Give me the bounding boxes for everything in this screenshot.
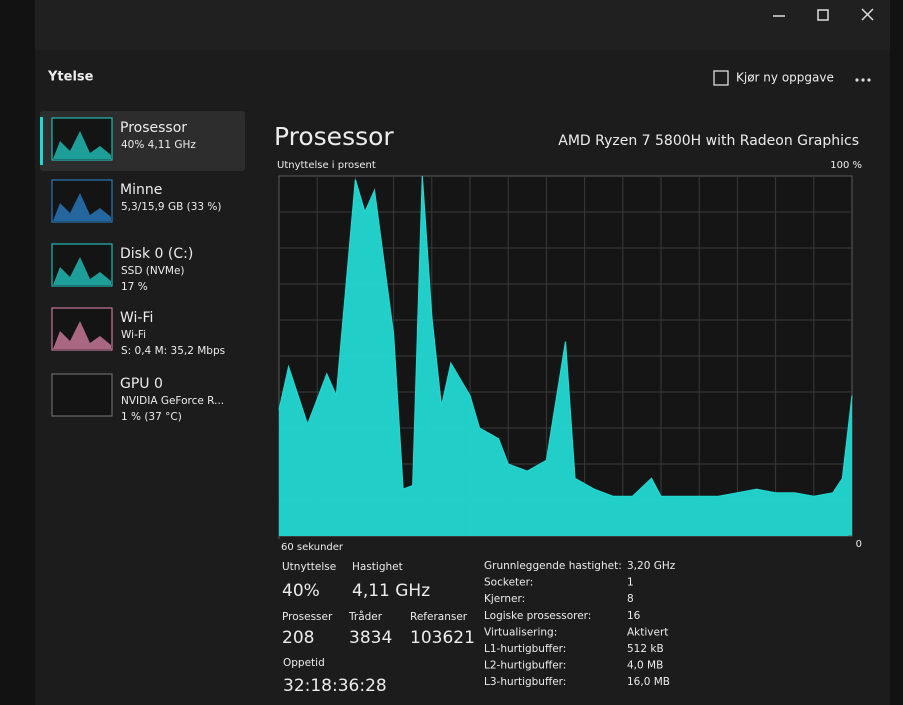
sidebar-detail: 17 %	[121, 281, 148, 293]
titlebar	[35, 0, 890, 50]
stat-label: Oppetid	[283, 657, 325, 669]
sidebar-name: Prosessor	[120, 120, 187, 136]
window-controls	[773, 8, 874, 21]
sidebar-name: Disk 0 (C:)	[120, 246, 193, 262]
area-fill	[279, 176, 852, 536]
stat-value: 103621	[410, 628, 475, 648]
sidebar-detail: 1 % (37 °C)	[121, 411, 182, 423]
sidebar-name: Wi-Fi	[120, 310, 153, 326]
spec-value: 3,20 GHz	[627, 560, 676, 572]
more-button[interactable]	[855, 78, 871, 82]
sidebar-detail: S: 0,4 M: 35,2 Mbps	[121, 345, 225, 357]
sidebar-detail: Wi-Fi	[121, 329, 146, 341]
spec-value: 1	[627, 577, 634, 589]
close[interactable]	[861, 8, 874, 21]
sidebar-detail: NVIDIA GeForce R...	[121, 395, 224, 407]
stat-label: Referanser	[410, 611, 468, 623]
sidebar-detail: 40% 4,11 GHz	[121, 139, 196, 151]
spec-label: Kjerner:	[484, 593, 525, 605]
spec-value: Aktivert	[627, 626, 668, 638]
action-icon[interactable]	[713, 70, 729, 86]
maximize[interactable]	[817, 9, 829, 21]
spec-label: L1-hurtigbuffer:	[484, 643, 566, 655]
stat-value: 4,11 GHz	[352, 581, 430, 601]
y-tick-label: 100 %	[830, 160, 862, 171]
stat-label: Hastighet	[352, 561, 403, 573]
spec-value: 512 kB	[627, 643, 664, 655]
spec-value: 8	[627, 593, 634, 605]
y-axis-label: Utnyttelse i prosent	[277, 160, 376, 171]
action-label: Kjør ny oppgave	[736, 71, 834, 85]
selection-indicator	[40, 117, 43, 165]
cpu-model: AMD Ryzen 7 5800H with Radeon Graphics	[558, 133, 859, 149]
stat-label: Tråder	[348, 610, 383, 623]
thumbnail[interactable]	[51, 373, 113, 417]
spec-value: 4,0 MB	[627, 660, 663, 672]
area-line	[278, 175, 853, 498]
thumbnail-graph	[53, 193, 111, 221]
sidebar-name: GPU 0	[120, 376, 163, 392]
spec-label: Grunnleggende hastighet:	[484, 560, 622, 572]
thumbnail-graph	[53, 131, 111, 159]
spec-label: Logiske prosessorer:	[484, 610, 591, 622]
sidebar-detail: 5,3/15,9 GB (33 %)	[121, 201, 222, 213]
y-tick-label: 0	[856, 539, 862, 550]
spec-value: 16	[627, 610, 641, 622]
section-title: Prosessor	[274, 122, 394, 151]
stat-value: 208	[282, 628, 314, 648]
stat-value: 3834	[349, 628, 392, 648]
sidebar-detail: SSD (NVMe)	[121, 265, 185, 277]
stat-label: Prosesser	[282, 611, 333, 623]
stat-value: 40%	[282, 581, 320, 601]
spec-value: 16,0 MB	[627, 676, 670, 688]
page-title: Ytelse	[47, 70, 94, 85]
thumbnail-graph	[53, 321, 111, 349]
stat-value: 32:18:36:28	[283, 676, 387, 696]
spec-label: L3-hurtigbuffer:	[484, 676, 566, 688]
sidebar-name: Minne	[120, 182, 162, 198]
stat-label: Utnyttelse	[282, 561, 336, 573]
thumbnail-graph	[53, 257, 111, 285]
spec-label: Virtualisering:	[484, 626, 557, 638]
spec-label: Socketer:	[484, 577, 533, 589]
x-tick-label: 60 sekunder	[281, 542, 344, 553]
spec-label: L2-hurtigbuffer:	[484, 660, 566, 672]
